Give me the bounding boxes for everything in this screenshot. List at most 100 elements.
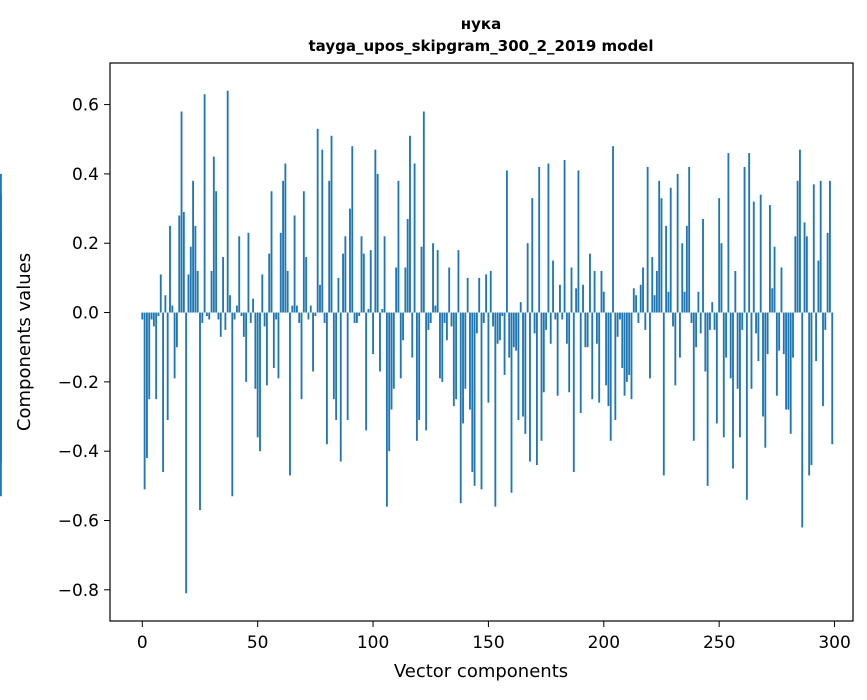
bar-component-101	[374, 149, 377, 313]
bar-component-250	[718, 198, 721, 313]
bar-component-31	[212, 156, 215, 313]
bar-component-168	[529, 312, 531, 462]
bar-component-283	[794, 236, 797, 313]
bar-component-221	[651, 257, 654, 313]
bar-component-252	[722, 312, 725, 438]
bar-component-50	[256, 312, 259, 438]
bar-component-28	[205, 312, 208, 317]
bar-component-151	[489, 270, 492, 313]
bar-component-114	[404, 267, 407, 313]
bar-component-127	[434, 305, 437, 313]
bar-component-244	[704, 312, 707, 372]
bar-component-258	[736, 312, 739, 389]
y-tick-label: −0.6	[58, 511, 99, 531]
y-axis: −0.8 −0.6 −0.4 −0.2 0.0 0.2 0.4 0.6	[58, 96, 110, 601]
x-tick-label: 0	[137, 633, 148, 653]
bar-component-48	[252, 298, 254, 313]
bar-component-7	[157, 312, 160, 317]
bar-component-203	[609, 312, 612, 441]
bar-component-231	[674, 312, 677, 386]
bar-component-96	[362, 253, 365, 313]
bar-component-277	[780, 267, 783, 313]
bar-component-11	[166, 312, 169, 420]
bar-component-139	[462, 312, 464, 424]
bar-component-18	[182, 212, 185, 313]
bar-component-159	[508, 312, 511, 358]
bar-component-125	[429, 312, 432, 323]
bar-component-182	[561, 312, 564, 320]
bar-component-267	[757, 312, 760, 362]
bar-component-177	[549, 312, 552, 344]
bar-component-34	[219, 312, 222, 337]
bar-component-205	[614, 312, 617, 420]
bar-component-129	[439, 312, 441, 379]
bar-component-262	[745, 312, 748, 500]
bar-component-124	[427, 312, 430, 330]
bar-component-6	[155, 312, 158, 400]
bar-component-66	[293, 215, 296, 313]
bar-component-122	[422, 111, 425, 313]
bar-component-46	[247, 232, 250, 313]
bar-component-148	[482, 312, 485, 323]
y-tick-label: −0.8	[58, 581, 99, 601]
bar-component-62	[284, 163, 287, 313]
bar-component-187	[572, 312, 575, 472]
bar-component-102	[376, 173, 379, 313]
bar-component-169	[531, 198, 534, 313]
bar-component-273	[771, 288, 774, 313]
bar-component-164	[519, 302, 522, 313]
x-tick-label: 300	[818, 633, 850, 653]
bar-component-190	[579, 312, 582, 414]
bar-component-141	[466, 277, 469, 313]
bar-component-145	[475, 312, 478, 334]
bar-component-14	[173, 312, 176, 379]
bar-component-236	[685, 225, 688, 313]
bar-component-279	[785, 312, 788, 410]
bar-component-23	[194, 225, 197, 313]
bar-component-undefined	[0, 194, 2, 313]
bar-component-166	[524, 312, 527, 434]
bar-component-239	[692, 312, 695, 441]
bar-component-15	[175, 312, 178, 348]
bar-component-103	[379, 312, 381, 372]
bar-component-210	[625, 312, 628, 382]
bar-component-266	[755, 312, 758, 334]
bar-component-245	[706, 312, 709, 486]
bar-component-74	[312, 312, 314, 372]
bar-component-58	[275, 312, 278, 320]
bar-component-264	[750, 312, 753, 389]
plot-area-frame	[109, 62, 854, 622]
bar-component-64	[289, 312, 291, 476]
bar-component-297	[826, 232, 829, 313]
bar-component-222	[653, 295, 656, 313]
bar-component-137	[457, 250, 460, 313]
bar-component-88	[344, 236, 347, 313]
bar-component-202	[607, 312, 610, 407]
bar-component-149	[485, 274, 488, 313]
bar-component-111	[397, 180, 400, 313]
bar-component-10	[164, 295, 167, 313]
bar-component-197	[595, 312, 598, 344]
bar-component-270	[764, 312, 767, 448]
bar-component-272	[769, 205, 771, 313]
bar-component-180	[556, 312, 559, 396]
bar-component-87	[342, 253, 344, 313]
bar-component-176	[547, 163, 550, 313]
bar-component-288	[805, 236, 808, 313]
bar-component-138	[459, 312, 462, 504]
bar-component-52	[261, 274, 264, 313]
bar-component-255	[729, 312, 732, 379]
bar-component-204	[612, 146, 614, 313]
bar-component-43	[240, 312, 243, 317]
bar-component-56	[270, 191, 273, 313]
bar-component-140	[464, 312, 467, 389]
bar-component-93	[355, 312, 358, 323]
bar-component-276	[778, 312, 781, 351]
bar-component-199	[600, 270, 603, 313]
bar-component-110	[395, 267, 398, 313]
y-tick-label: 0.0	[72, 304, 99, 324]
bar-component-118	[413, 163, 416, 313]
bar-component-69	[300, 312, 303, 400]
bar-component-226	[662, 312, 665, 476]
bar-component-85	[337, 277, 340, 313]
